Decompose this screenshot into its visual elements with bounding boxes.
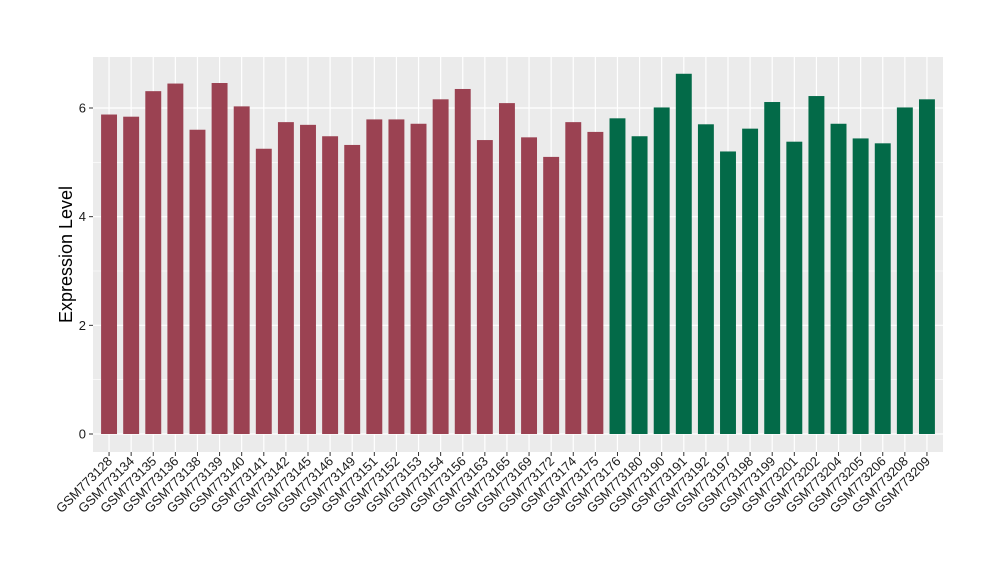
bar-GSM773128 bbox=[101, 114, 118, 435]
bar-GSM773174 bbox=[565, 122, 582, 434]
bar-GSM773201 bbox=[786, 141, 803, 434]
bar-GSM773163 bbox=[476, 140, 493, 434]
bar-GSM773191 bbox=[675, 73, 692, 435]
y-tick-label: 4 bbox=[79, 209, 86, 224]
bar-GSM773209 bbox=[918, 99, 935, 434]
bar-GSM773197 bbox=[720, 151, 736, 434]
bar-GSM773156 bbox=[454, 88, 471, 434]
bar-GSM773154 bbox=[432, 99, 449, 434]
bar-GSM773145 bbox=[300, 124, 316, 434]
bar-GSM773141 bbox=[255, 148, 272, 434]
bar-GSM773146 bbox=[322, 136, 339, 434]
bar-GSM773142 bbox=[277, 122, 294, 434]
y-tick-label: 6 bbox=[79, 101, 86, 116]
bar-GSM773135 bbox=[145, 91, 162, 434]
bar-GSM773204 bbox=[830, 123, 847, 434]
bar-GSM773180 bbox=[631, 136, 648, 434]
bar-GSM773208 bbox=[896, 107, 913, 435]
x-axis: GSM773128GSM773134GSM773135GSM773136GSM7… bbox=[53, 452, 933, 516]
bar-GSM773176 bbox=[609, 118, 626, 434]
bar-GSM773205 bbox=[852, 138, 869, 434]
bar-GSM773153 bbox=[410, 123, 427, 434]
y-tick-label: 0 bbox=[79, 427, 86, 442]
bar-GSM773198 bbox=[742, 128, 759, 434]
bar-GSM773169 bbox=[521, 137, 538, 434]
bars bbox=[101, 73, 935, 435]
bar-GSM773134 bbox=[123, 116, 140, 434]
bar-GSM773206 bbox=[874, 143, 891, 434]
bar-GSM773192 bbox=[697, 124, 714, 435]
y-tick-label: 2 bbox=[79, 318, 86, 333]
bar-GSM773152 bbox=[388, 119, 405, 434]
bar-GSM773165 bbox=[498, 103, 515, 435]
bar-GSM773199 bbox=[764, 102, 781, 435]
bar-GSM773172 bbox=[543, 156, 560, 434]
bar-GSM773140 bbox=[233, 106, 250, 435]
y-axis: 0 2 4 6 bbox=[79, 101, 93, 442]
bar-GSM773190 bbox=[653, 107, 670, 435]
bar-GSM773151 bbox=[366, 119, 383, 434]
bar-GSM773175 bbox=[587, 131, 604, 434]
bar-GSM773202 bbox=[808, 96, 825, 435]
bar-GSM773139 bbox=[211, 83, 228, 434]
bar-GSM773149 bbox=[344, 144, 361, 434]
bar-GSM773138 bbox=[189, 129, 206, 435]
bar-GSM773136 bbox=[167, 83, 184, 435]
y-axis-title: Expression Level bbox=[56, 186, 76, 323]
